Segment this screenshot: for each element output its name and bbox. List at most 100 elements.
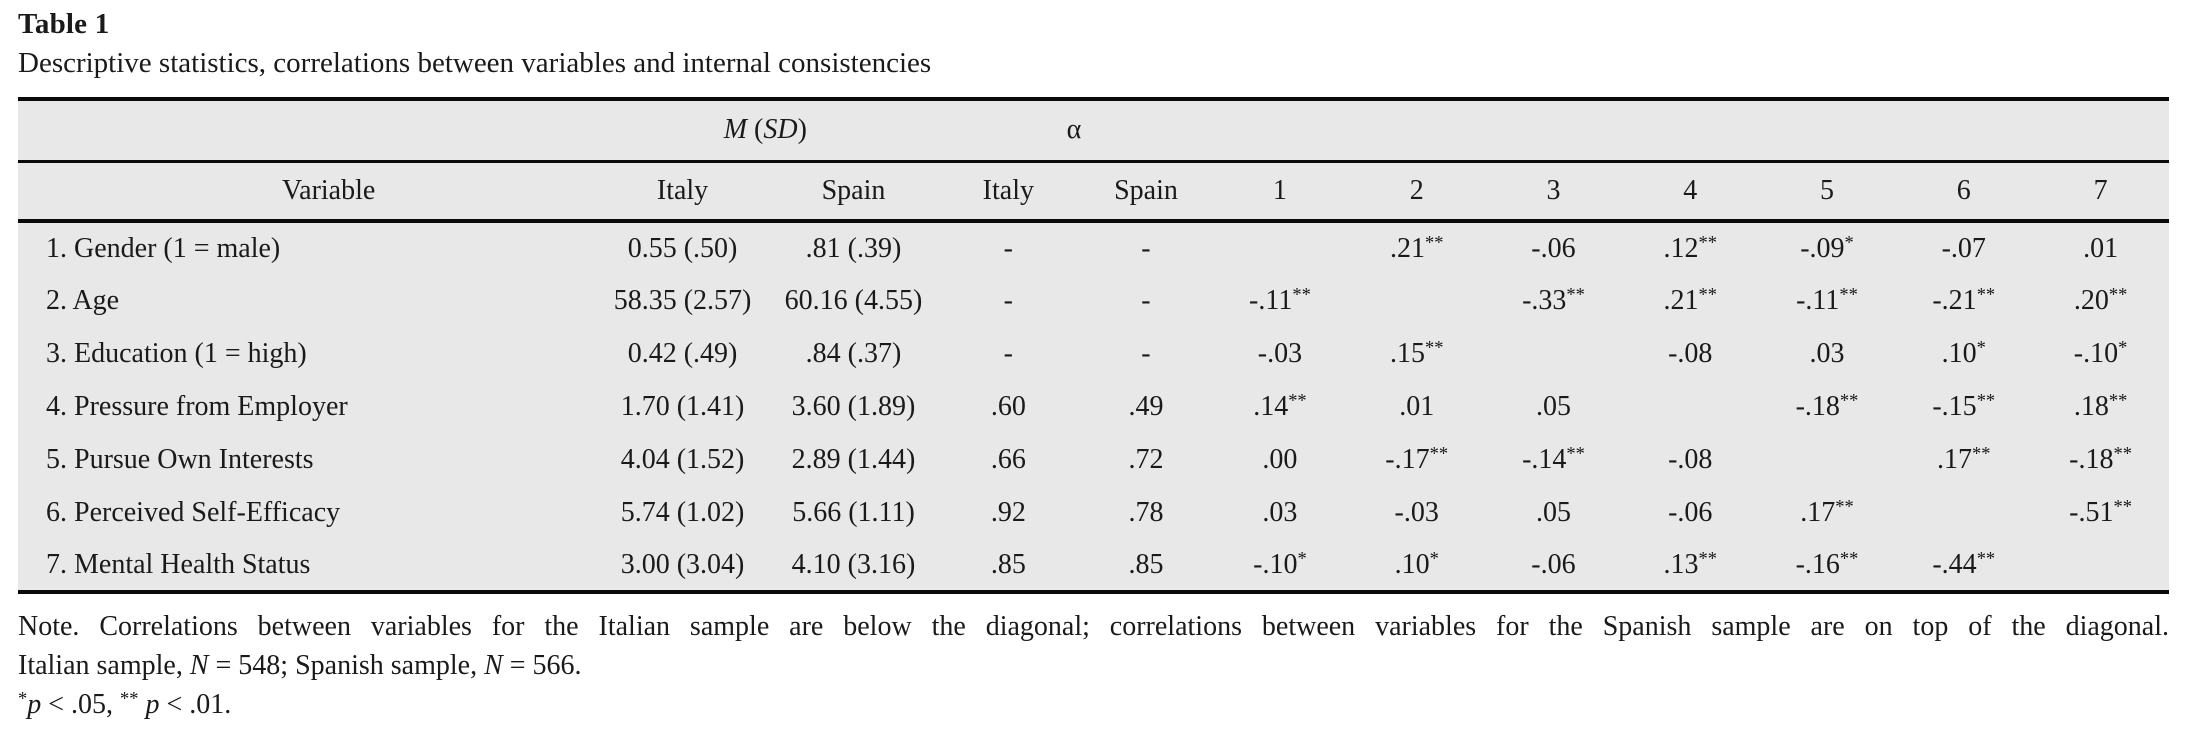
column-header-7: 7 bbox=[2032, 161, 2169, 223]
alpha-spain-cell: - bbox=[1141, 232, 1151, 264]
alpha-spain-cell: - bbox=[1141, 284, 1151, 316]
correlation-cell: -.09* bbox=[1800, 232, 1854, 264]
correlation-cell: .10* bbox=[1941, 337, 1986, 369]
msd-italy-cell: 4.04 (1.52) bbox=[620, 443, 745, 475]
significance-asterisk: ** bbox=[2108, 284, 2128, 305]
group-header-empty bbox=[18, 99, 595, 163]
significance-asterisk: ** bbox=[1839, 284, 1858, 305]
table-number: Table 1 bbox=[18, 8, 110, 40]
correlation-cell: .13** bbox=[1663, 548, 1717, 580]
correlation-cell: -.14** bbox=[1522, 443, 1585, 475]
variable-cell: 7. Mental Health Status bbox=[46, 548, 311, 580]
msd-close-paren: ) bbox=[797, 114, 807, 146]
correlation-cell: .10* bbox=[1394, 548, 1439, 580]
correlation-cell bbox=[1348, 274, 1485, 327]
alpha-italy-cell: .85 bbox=[990, 548, 1026, 580]
note-text: = 548; Spanish sample, bbox=[208, 650, 485, 681]
alpha-italy-cell: .66 bbox=[990, 443, 1026, 475]
correlation-cell: -.44** bbox=[1932, 548, 1996, 580]
sig-double-asterisk: ** bbox=[120, 688, 139, 709]
significance-asterisk: ** bbox=[1972, 443, 1991, 464]
significance-asterisk: ** bbox=[1839, 390, 1859, 411]
correlation-cell: .05 bbox=[1535, 496, 1571, 528]
correlation-cell: -.10* bbox=[1253, 548, 1307, 580]
alpha-spain-cell: .49 bbox=[1128, 390, 1164, 422]
correlation-cell: -.10* bbox=[2073, 337, 2128, 369]
significance-asterisk: ** bbox=[1976, 390, 1996, 411]
note-text: = 566. bbox=[502, 650, 582, 681]
correlation-cell: -.07 bbox=[1941, 232, 1986, 264]
alpha-italy-cell: - bbox=[1003, 232, 1013, 264]
correlation-cell: -.06 bbox=[1531, 548, 1576, 580]
significance-asterisk: ** bbox=[1698, 548, 1717, 569]
significance-asterisk: ** bbox=[2113, 443, 2132, 464]
alpha-spain-cell: .78 bbox=[1128, 496, 1164, 528]
table-row: 6. Perceived Self-Efficacy 5.74 (1.02) 5.6… bbox=[18, 486, 2169, 539]
significance-asterisk: ** bbox=[1839, 548, 1859, 569]
msd-spain-cell: 3.60 (1.89) bbox=[791, 390, 916, 422]
table-row: 7. Mental Health Status 3.00 (3.04) 4.10 (… bbox=[18, 539, 2169, 592]
correlation-cell: .17** bbox=[1800, 496, 1854, 528]
note-text: < .05, bbox=[41, 689, 121, 720]
correlation-cell: .03 bbox=[1262, 496, 1298, 528]
significance-asterisk: * bbox=[1297, 548, 1307, 569]
variable-cell: 3. Education (1 = high) bbox=[46, 337, 307, 369]
significance-asterisk: ** bbox=[1566, 284, 1585, 305]
msd-italy-cell: 0.42 (.49) bbox=[627, 337, 738, 369]
significance-asterisk: ** bbox=[1698, 232, 1717, 253]
correlation-cell: -.18** bbox=[2069, 443, 2132, 475]
correlation-cell: .15** bbox=[1389, 337, 1444, 369]
column-header-msd-spain: Spain bbox=[770, 161, 937, 223]
table-notes: Note. Correlations between variables for… bbox=[18, 594, 2169, 724]
column-header-row: Variable Italy Spain Italy Spain 1 2 3 4… bbox=[18, 161, 2169, 223]
correlation-cell bbox=[1759, 433, 1896, 486]
significance-asterisk: * bbox=[1976, 337, 1986, 358]
significance-asterisk: ** bbox=[2108, 390, 2128, 411]
note-n-italic: N bbox=[484, 650, 503, 681]
msd-open-paren: ( bbox=[747, 114, 764, 146]
correlation-cell: .14** bbox=[1253, 390, 1307, 422]
significance-asterisk: ** bbox=[1698, 284, 1717, 305]
correlation-cell: .17** bbox=[1937, 443, 1991, 475]
msd-italy-cell: 5.74 (1.02) bbox=[620, 496, 745, 528]
msd-sd-label: SD bbox=[763, 114, 798, 146]
correlation-cell: .20** bbox=[2073, 284, 2128, 316]
correlation-cell bbox=[1485, 327, 1622, 380]
correlation-cell: .03 bbox=[1809, 337, 1845, 369]
column-header-2: 2 bbox=[1348, 161, 1486, 223]
table-row: 3. Education (1 = high) 0.42 (.49) .84 (.3… bbox=[18, 327, 2169, 380]
significance-asterisk: ** bbox=[1976, 548, 1996, 569]
column-header-4: 4 bbox=[1621, 161, 1759, 223]
significance-asterisk: ** bbox=[1288, 390, 1307, 411]
alpha-spain-cell: .72 bbox=[1128, 443, 1164, 475]
note-line-3: *p < .05, ** p < .01. bbox=[18, 685, 2169, 724]
correlation-cell: .01 bbox=[2083, 232, 2119, 264]
correlation-cell: .12** bbox=[1663, 232, 1717, 264]
note-text: Italian sample, bbox=[18, 650, 190, 681]
correlation-cell: -.08 bbox=[1668, 443, 1713, 475]
msd-spain-cell: 5.66 (1.11) bbox=[792, 496, 915, 528]
table-row: 5. Pursue Own Interests 4.04 (1.52) 2.89 (… bbox=[18, 433, 2169, 486]
column-header-6: 6 bbox=[1895, 161, 2033, 223]
significance-asterisk: ** bbox=[1424, 337, 1444, 358]
msd-spain-cell: .84 (.37) bbox=[805, 337, 902, 369]
significance-asterisk: ** bbox=[2113, 496, 2132, 517]
correlation-cell: .21** bbox=[1663, 284, 1717, 316]
significance-asterisk: * bbox=[2118, 337, 2128, 358]
group-header-row: M (SD) α bbox=[18, 99, 2169, 163]
variable-cell: 4. Pressure from Employer bbox=[46, 390, 348, 422]
correlation-cell bbox=[1622, 380, 1759, 433]
group-header-spacer bbox=[1211, 99, 2169, 163]
correlation-cell: .05 bbox=[1535, 390, 1571, 422]
msd-italy-cell: 1.70 (1.41) bbox=[620, 390, 745, 422]
alpha-italy-cell: - bbox=[1003, 284, 1013, 316]
correlation-cell: -.06 bbox=[1531, 232, 1576, 264]
alpha-italy-cell: - bbox=[1003, 337, 1013, 369]
correlation-cell: -.03 bbox=[1257, 337, 1303, 369]
correlation-table: M (SD) α Variable Italy Spain Italy Spai… bbox=[18, 97, 2169, 594]
significance-asterisk: ** bbox=[1566, 443, 1585, 464]
significance-asterisk: ** bbox=[1835, 496, 1854, 517]
column-header-variable: Variable bbox=[18, 161, 595, 223]
msd-spain-cell: .81 (.39) bbox=[805, 232, 902, 264]
note-text: < .01. bbox=[159, 689, 232, 720]
